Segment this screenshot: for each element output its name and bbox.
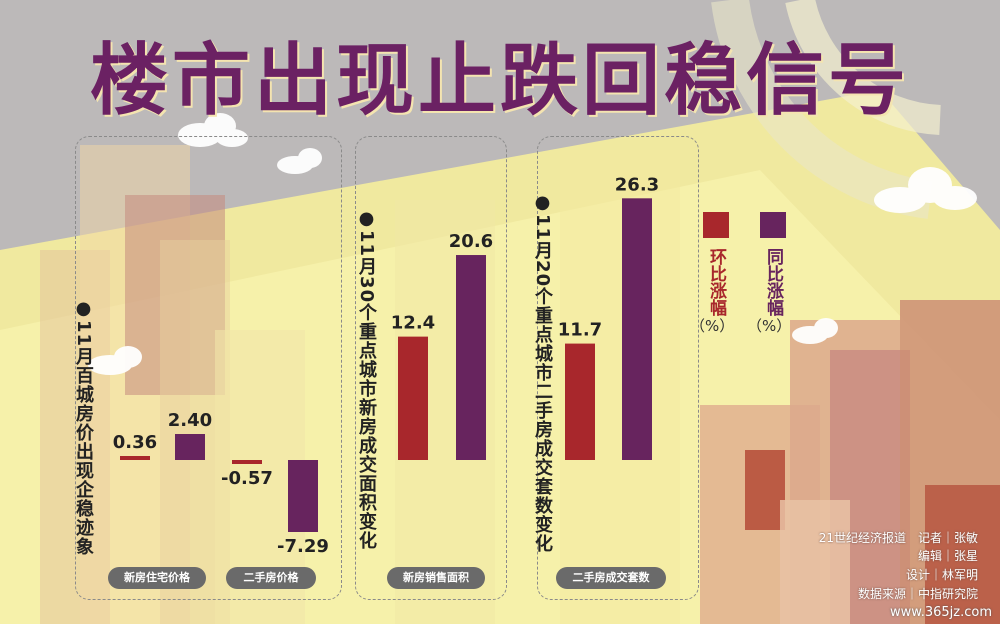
group-frame-price — [75, 136, 342, 600]
bar-label-mom-1: 0.36 — [113, 432, 157, 453]
group-frame-new-house — [355, 136, 507, 600]
credit-editor: 编辑｜张星 — [917, 549, 978, 563]
bar-mom-3 — [398, 336, 428, 460]
legend-swatch-yoy — [760, 212, 786, 238]
category-pill-new-sales: 新房销售面积 — [387, 567, 485, 589]
legend-label-mom: 环比涨幅 — [706, 248, 726, 316]
bar-label-yoy-3: 20.6 — [449, 231, 493, 252]
bar-yoy-1 — [175, 434, 205, 460]
bar-label-yoy-2: -7.29 — [277, 536, 329, 557]
bar-label-mom-4: 11.7 — [558, 320, 602, 341]
bar-yoy-4 — [622, 198, 652, 460]
bar-mom-2 — [232, 460, 262, 464]
group-frame-second-hand — [537, 136, 699, 600]
annotation-price: ●11月百城房价出现企稳迹象 — [73, 298, 94, 557]
watermark: www.365jz.com — [890, 605, 992, 620]
category-pill-new-price: 新房住宅价格 — [108, 567, 206, 589]
bar-label-yoy-4: 26.3 — [615, 174, 659, 195]
category-pill-second-price: 二手房价格 — [226, 567, 316, 589]
annotation-second-hand: ●11月20个重点城市二手房成交套数变化 — [532, 192, 553, 554]
legend-swatch-mom — [703, 212, 729, 238]
credit-designer: 设计｜林军明 — [905, 568, 978, 582]
bar-mom-4 — [565, 343, 595, 460]
legend-unit-yoy: （%） — [747, 317, 792, 335]
page-title: 楼市出现止跌回稳信号 — [89, 36, 910, 126]
bar-mom-1 — [120, 456, 150, 460]
legend-label-yoy: 同比涨幅 — [763, 248, 783, 316]
credit-source: 数据来源｜中指研究院 — [857, 587, 978, 601]
bar-label-yoy-1: 2.40 — [168, 410, 212, 431]
credit-reporter: 21世纪经济报道 记者｜张敏 — [818, 531, 978, 545]
annotation-new-house: ●11月30个重点城市新房成交面积变化 — [356, 208, 377, 551]
category-pill-second-sales: 二手房成交套数 — [556, 567, 666, 589]
bar-yoy-2 — [288, 460, 318, 532]
bar-label-mom-2: -0.57 — [221, 468, 273, 489]
legend-unit-mom: （%） — [690, 317, 735, 335]
bar-yoy-3 — [456, 255, 486, 460]
bar-label-mom-3: 12.4 — [391, 313, 435, 334]
